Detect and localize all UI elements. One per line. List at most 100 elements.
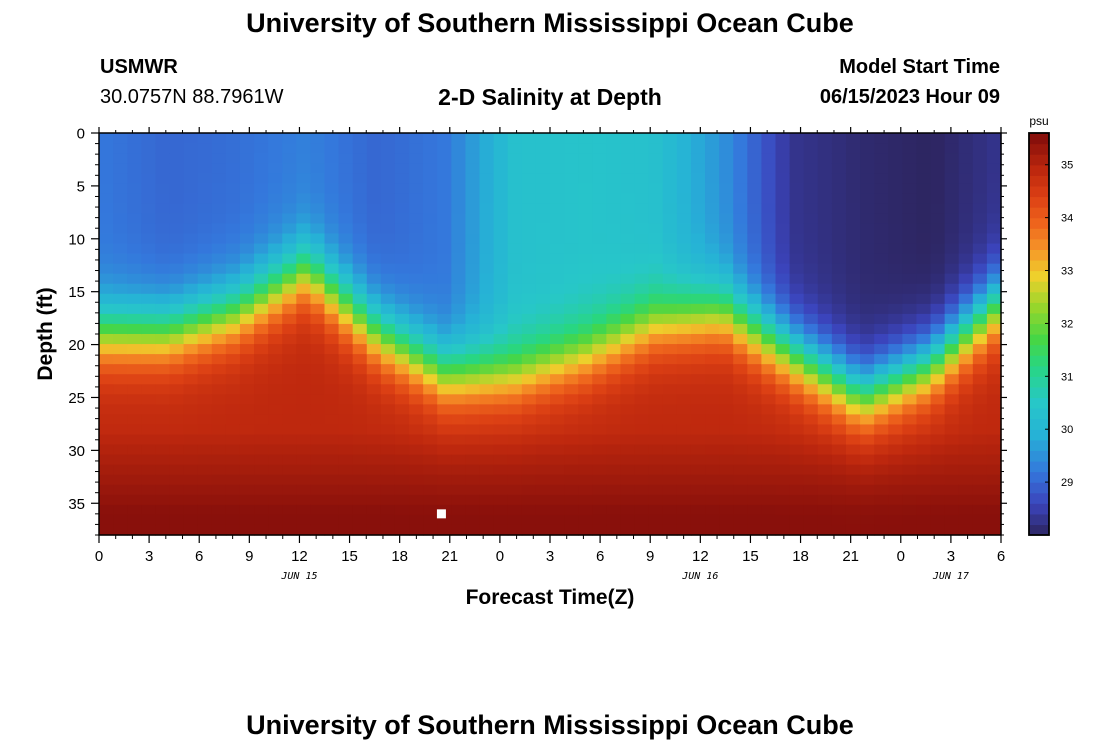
heatmap-cell (888, 163, 903, 174)
heatmap-cell (733, 454, 748, 466)
heatmap-cell (211, 223, 227, 235)
heatmap-cell (831, 424, 847, 436)
heatmap-cell (155, 273, 171, 285)
heatmap-cell (268, 293, 283, 305)
heatmap-cell (380, 364, 396, 375)
heatmap-cell (493, 414, 509, 426)
heatmap-cell (761, 213, 777, 225)
heatmap-cell (775, 484, 791, 496)
heatmap-cell (930, 414, 946, 426)
heatmap-cell (916, 283, 932, 295)
heatmap-cell (141, 484, 156, 496)
heatmap-cell (874, 283, 889, 295)
heatmap-cell (409, 193, 424, 204)
heatmap-cell (225, 213, 241, 225)
heatmap-cell (535, 344, 551, 355)
heatmap-cell (578, 524, 593, 536)
heatmap-cell (831, 163, 847, 174)
heatmap-cell (719, 364, 734, 375)
heatmap-cell (761, 524, 777, 536)
heatmap-cell (423, 514, 438, 526)
heatmap-cell (550, 153, 565, 164)
heatmap-cell (860, 283, 875, 295)
heatmap-cell (592, 313, 607, 325)
heatmap-cell (944, 253, 960, 265)
heatmap-cell (874, 203, 889, 214)
heatmap-cell (550, 203, 565, 214)
heatmap-cell (733, 364, 748, 375)
heatmap-cell (254, 243, 269, 255)
heatmap-cell (169, 143, 185, 154)
heatmap-cell (465, 474, 481, 486)
heatmap-cell (155, 344, 171, 355)
heatmap-cell (465, 504, 481, 516)
colorbar-cell (1029, 503, 1049, 515)
heatmap-cell (211, 504, 227, 516)
heatmap-cell (578, 243, 593, 255)
heatmap-cell (634, 524, 650, 536)
heatmap-cell (366, 253, 382, 265)
heatmap-cell (719, 233, 734, 245)
heatmap-cell (620, 263, 636, 275)
heatmap-cell (338, 514, 354, 526)
heatmap-cell (465, 334, 481, 345)
heatmap-cell (775, 414, 791, 426)
heatmap-cell (634, 444, 650, 456)
heatmap-cell (662, 354, 678, 365)
heatmap-cell (620, 183, 636, 194)
heatmap-cell (254, 524, 269, 536)
colorbar-cell (1029, 460, 1049, 473)
heatmap-cell (606, 394, 622, 405)
heatmap-cell (860, 153, 875, 164)
heatmap-cell (705, 203, 720, 214)
heatmap-cell (507, 223, 523, 235)
heatmap-cell (662, 344, 678, 355)
heatmap-cell (944, 484, 960, 496)
heatmap-cell (972, 374, 988, 385)
heatmap-cell (902, 183, 918, 194)
heatmap-cell (733, 394, 748, 405)
heatmap-cell (606, 354, 622, 365)
heatmap-cell (958, 424, 974, 436)
heatmap-cell (564, 334, 579, 345)
heatmap-cell (648, 414, 664, 426)
heatmap-cell (564, 434, 579, 446)
heatmap-cell (127, 474, 142, 486)
heatmap-cell (705, 133, 720, 144)
heatmap-cell (620, 173, 636, 184)
heatmap-cell (775, 253, 791, 265)
heatmap-cell (902, 344, 918, 355)
heatmap-cell (578, 364, 593, 375)
heatmap-cell (239, 344, 255, 355)
heatmap-cell (888, 354, 903, 365)
heatmap-cell (183, 494, 199, 506)
heatmap-cell (380, 303, 396, 315)
heatmap-cell (550, 424, 565, 436)
heatmap-cell (676, 213, 692, 225)
heatmap-cell (606, 203, 622, 214)
heatmap-cell (845, 323, 861, 335)
heatmap-cell (564, 153, 579, 164)
heatmap-cell (268, 444, 283, 456)
heatmap-cell (930, 434, 946, 446)
heatmap-cell (197, 474, 213, 486)
heatmap-cell (930, 404, 946, 415)
y-tick-label: 25 (68, 390, 85, 407)
heatmap-cell (874, 464, 889, 476)
heatmap-cell (592, 253, 607, 265)
heatmap-cell (550, 243, 565, 255)
heatmap-cell (550, 504, 565, 516)
heatmap-cell (282, 484, 297, 496)
heatmap-cell (239, 243, 255, 255)
heatmap-cell (719, 444, 734, 456)
heatmap-cell (99, 524, 114, 536)
heatmap-cell (394, 173, 410, 184)
heatmap-cell (705, 344, 720, 355)
heatmap-cell (775, 504, 791, 516)
heatmap-cell (817, 303, 833, 315)
heatmap-cell (451, 454, 467, 466)
heatmap-cell (310, 173, 326, 184)
heatmap-cell (761, 424, 777, 436)
heatmap-cell (479, 394, 495, 405)
heatmap-cell (578, 404, 593, 415)
